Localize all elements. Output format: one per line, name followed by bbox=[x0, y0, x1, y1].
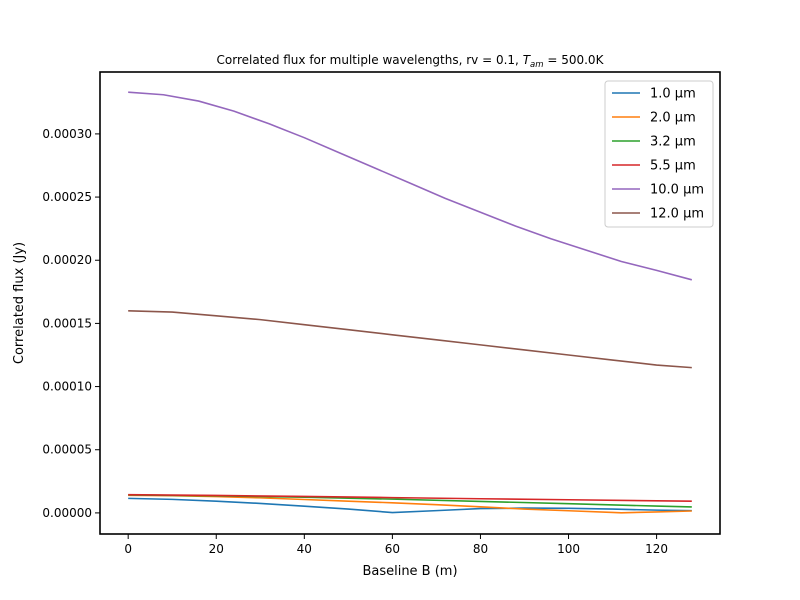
chart-title-symbol: T bbox=[523, 53, 532, 67]
series-line-5-5-um bbox=[128, 493, 692, 502]
legend-frame bbox=[604, 80, 714, 228]
y-tick-label: 0.00020 bbox=[42, 253, 92, 267]
series-line-10-0-um bbox=[128, 91, 693, 281]
legend-label: 1.0 μm bbox=[650, 87, 696, 102]
x-tick-label: 80 bbox=[473, 542, 488, 556]
legend-label: 12.0 μm bbox=[650, 207, 704, 222]
y-tick-label: 0.00030 bbox=[42, 127, 92, 141]
chart-title-tail: = 500.0K bbox=[544, 53, 605, 67]
y-tick-label: 0.00025 bbox=[42, 190, 92, 204]
plot-lines bbox=[128, 91, 693, 514]
x-tick-label: 20 bbox=[209, 542, 224, 556]
chart-title-subscript: am bbox=[530, 60, 544, 70]
legend: 1.0 μm 2.0 μm 3.2 μm 5.5 μm 10.0 μm 12.0 μm bbox=[604, 80, 714, 228]
y-tick-label: 0.00015 bbox=[42, 316, 92, 330]
plot-frame bbox=[99, 71, 721, 535]
x-axis-ticks: 0 20 40 60 80 100 120 bbox=[124, 534, 668, 556]
x-tick-label: 0 bbox=[124, 542, 132, 556]
x-tick-label: 120 bbox=[645, 542, 668, 556]
series-line-1-0-um bbox=[128, 497, 692, 514]
x-tick-label: 40 bbox=[297, 542, 312, 556]
x-axis-label: Baseline B (m) bbox=[362, 564, 457, 579]
y-tick-label: 0.00000 bbox=[42, 506, 92, 520]
legend-label: 10.0 μm bbox=[650, 183, 704, 198]
y-tick-label: 0.00005 bbox=[42, 443, 92, 457]
x-tick-label: 100 bbox=[557, 542, 580, 556]
y-axis-ticks: 0.00000 0.00005 0.00010 0.00015 0.00020 0.000… bbox=[42, 127, 100, 520]
legend-label: 3.2 μm bbox=[650, 135, 696, 150]
legend-label: 2.0 μm bbox=[650, 111, 696, 126]
legend-label: 5.5 μm bbox=[650, 159, 696, 174]
chart-title-main: Correlated flux for multiple wavelengths… bbox=[217, 53, 523, 67]
y-axis-label: Correlated flux (Jy) bbox=[12, 242, 27, 364]
y-tick-label: 0.00010 bbox=[42, 380, 92, 394]
x-tick-label: 60 bbox=[385, 542, 400, 556]
series-line-2-0-um bbox=[128, 494, 692, 514]
legend-items: 1.0 μm 2.0 μm 3.2 μm 5.5 μm 10.0 μm 12.0 μm bbox=[612, 87, 704, 222]
chart-title: Correlated flux for multiple wavelengths… bbox=[217, 53, 605, 70]
series-line-12-0-um bbox=[128, 309, 692, 369]
